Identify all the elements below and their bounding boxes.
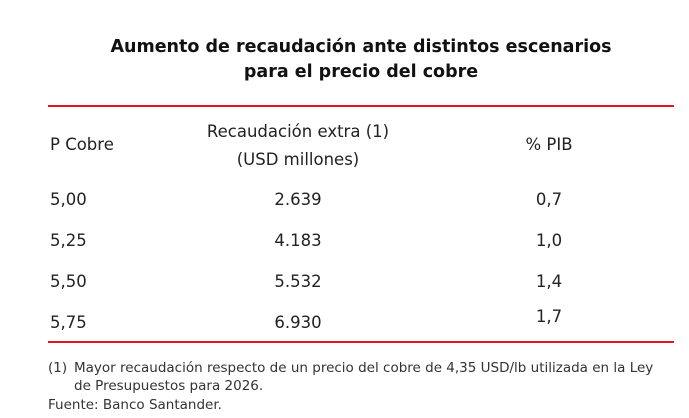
row-price: 5,25 [50, 231, 87, 250]
row-pib: 1,7 [535, 307, 563, 326]
row-revenue: 6.930 [274, 313, 322, 332]
row-price: 5,75 [50, 313, 87, 332]
row-pib: 1,0 [535, 231, 563, 250]
table-title: Aumento de recaudación ante distintos es… [0, 35, 689, 85]
footnote-1: (1) Mayor recaudación respecto de un prec… [48, 360, 653, 376]
row-revenue: 4.183 [274, 231, 322, 250]
header-copper-price: P Cobre [50, 135, 114, 154]
header-extra-revenue-line-2: (USD millones) [236, 150, 360, 169]
header-extra-revenue: Recaudación extra (1) (USD millones) [160, 118, 436, 174]
title-line-2: para el precio del cobre [243, 62, 479, 82]
title-line-1: Aumento de recaudación ante distintos es… [110, 37, 612, 57]
source-note: Fuente: Banco Santander. [48, 397, 222, 413]
row-price: 5,00 [50, 190, 87, 209]
row-pib: 0,7 [535, 190, 563, 209]
footnote-1-continued: de Presupuestos para 2026. [74, 378, 264, 394]
row-price: 5,50 [50, 272, 87, 291]
bottom-red-rule [48, 341, 674, 343]
row-revenue: 2.639 [274, 190, 322, 209]
header-extra-revenue-line-1: Recaudación extra (1) [206, 122, 390, 141]
footnote-text-line-1: Mayor recaudación respecto de un precio … [74, 360, 654, 376]
footnote-marker: (1) [48, 360, 68, 376]
row-revenue: 5.532 [274, 272, 322, 291]
top-red-rule [48, 105, 674, 107]
row-pib: 1,4 [535, 272, 563, 291]
header-pib-percent: % PIB [525, 135, 573, 154]
